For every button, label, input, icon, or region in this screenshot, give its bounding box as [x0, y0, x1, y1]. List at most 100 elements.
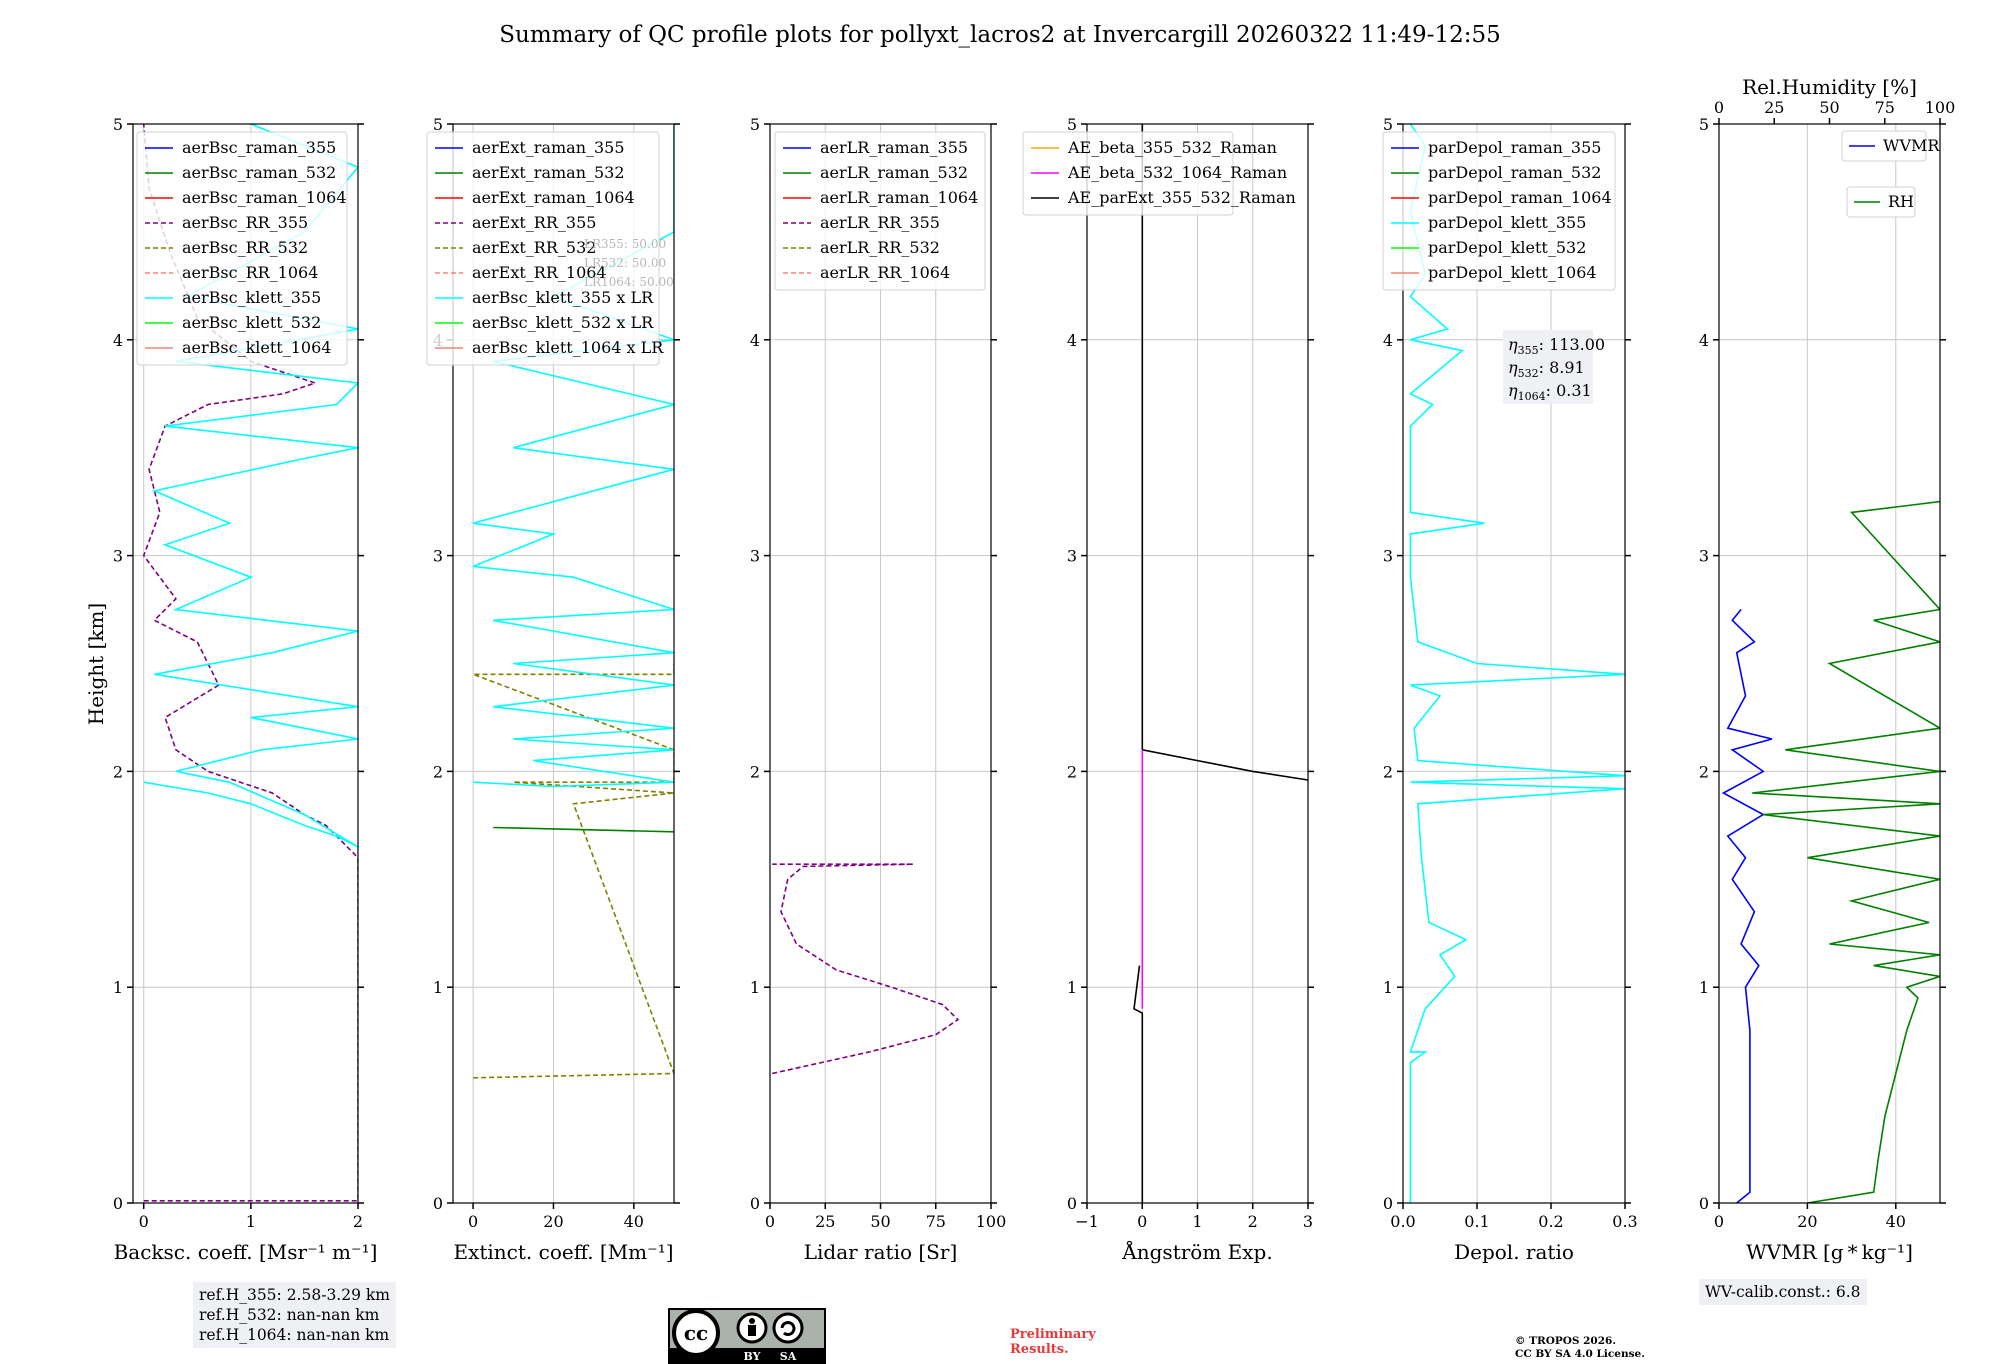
y-tick-label: 1	[750, 978, 760, 997]
svg-text:cc: cc	[684, 1321, 708, 1345]
x-tick-label: 0.2	[1538, 1212, 1563, 1231]
legend-label: aerBsc_klett_1064	[182, 338, 331, 357]
panel-lidar-ratio: 0 25 50 75 100 0 1 2 3 4 5 Lidar ratio [Sr] aerLR_ra…	[750, 115, 1006, 1264]
x-tick-label: 1	[1192, 1212, 1202, 1231]
y-tick-label: 3	[113, 547, 123, 566]
eta-row: η532: 8.91	[1508, 358, 1585, 380]
legend-label: AE_beta_355_532_Raman	[1067, 138, 1277, 157]
x-axis-label: Depol. ratio	[1454, 1240, 1574, 1264]
legend-box	[774, 131, 986, 291]
legend-box	[1382, 131, 1616, 291]
preliminary-note: Preliminary Results.	[1010, 1327, 1096, 1357]
legend-label: aerLR_raman_1064	[820, 188, 978, 207]
x-tick-label: 20	[1797, 1212, 1817, 1231]
x-tick-label: 20	[543, 1212, 563, 1231]
x-tick-label: 2	[1248, 1212, 1258, 1231]
ref-heights-box: ref.H_355: 2.58-3.29 km ref.H_532: nan-n…	[193, 1282, 396, 1348]
series-aerLR_RR_355	[772, 863, 960, 1075]
legend-label: aerExt_raman_355	[472, 138, 625, 157]
legend-label: parDepol_raman_1064	[1428, 188, 1612, 207]
y-tick-label: 2	[433, 762, 443, 781]
series-group	[1408, 124, 1625, 1203]
share-alike-icon	[772, 1312, 804, 1344]
y-tick-label: 3	[1383, 547, 1393, 566]
legend: aerLR_raman_355 aerLR_raman_532 aerLR_rama…	[774, 131, 986, 291]
legend-label: aerExt_RR_355	[472, 213, 596, 232]
y-tick-label: 1	[113, 978, 123, 997]
legend-rh: RH	[1846, 186, 1916, 218]
legend-label: parDepol_raman_532	[1428, 163, 1601, 182]
legend-label: aerBsc_klett_355	[182, 288, 321, 307]
x-tick-label: 0	[468, 1212, 478, 1231]
panel-extinction: 02040012345Extinct. coeff. [Mm⁻¹]aerExt_…	[426, 115, 680, 1264]
cc-icon	[672, 1309, 720, 1357]
legend-label: parDepol_klett_355	[1428, 213, 1586, 232]
top-x-tick-label: 100	[1925, 98, 1956, 117]
y-tick-label: 2	[113, 762, 123, 781]
ref-height-1064: ref.H_1064: nan-nan km	[199, 1326, 390, 1344]
x-tick-label: 50	[870, 1212, 890, 1231]
x-tick-label: 0.3	[1612, 1212, 1637, 1231]
legend-label: AE_beta_532_1064_Raman	[1067, 163, 1287, 182]
series-AE_parExt_355_532_Raman	[1142, 749, 1308, 781]
x-tick-label: 25	[815, 1212, 835, 1231]
x-tick-label: 0	[765, 1212, 775, 1231]
x-axis-label: Backsc. coeff. [Msr⁻¹ m⁻¹]	[114, 1240, 378, 1264]
panel-wvmr: 0 20 40 0 1 2 3 4 5 WVMR [g * kg⁻¹] 0 25 50 75 100 Rel.…	[1699, 75, 1955, 1264]
legend-label: aerBsc_raman_355	[182, 138, 336, 157]
legend: aerExt_raman_355 aerExt_raman_532 aerExt_r…	[426, 131, 664, 366]
legend-label: RH	[1888, 192, 1914, 211]
y-tick-label: 2	[1383, 762, 1393, 781]
legend-label: aerExt_raman_1064	[472, 188, 635, 207]
eta-row: η1064: 0.31	[1508, 381, 1592, 403]
legend-box	[136, 131, 348, 366]
series-AE_parExt_355_532_Raman	[1133, 965, 1144, 1203]
series-WVMR	[1721, 608, 1773, 1203]
y-tick-label: 2	[750, 762, 760, 781]
y-tick-label: 0	[113, 1194, 123, 1213]
y-tick-label: 4	[113, 331, 123, 350]
y-tick-label: 1	[1383, 978, 1393, 997]
legend-box	[426, 131, 660, 366]
y-tick-label: 0	[1699, 1194, 1709, 1213]
y-tick-label: 5	[113, 115, 123, 134]
legend-label: aerLR_RR_532	[820, 238, 940, 257]
y-tick-label: 2	[1067, 762, 1077, 781]
cc-by-sa-badge: cc BY SA	[668, 1308, 826, 1364]
lr-note: LR532: 50.00	[584, 256, 666, 270]
series-aerExt_raman_532	[493, 826, 674, 833]
series-group	[1133, 124, 1308, 1203]
legend-label: aerLR_raman_532	[820, 163, 968, 182]
plot-frame	[769, 123, 992, 1204]
y-tick-label: 5	[433, 115, 443, 134]
legend-label: aerBsc_klett_532	[182, 313, 321, 332]
legend-label: aerBsc_RR_1064	[182, 263, 318, 282]
y-tick-label: 5	[1067, 115, 1077, 134]
legend-label: AE_parExt_355_532_Raman	[1067, 188, 1296, 207]
top-axis-label: Rel.Humidity [%]	[1742, 75, 1917, 99]
legend-label: aerBsc_RR_355	[182, 213, 308, 232]
y-tick-label: 3	[1699, 547, 1709, 566]
ref-height-355: ref.H_355: 2.58-3.29 km	[199, 1286, 390, 1304]
legend: AE_beta_355_532_Raman AE_beta_532_1064_Ra…	[1022, 131, 1296, 216]
legend-label: aerLR_RR_355	[820, 213, 940, 232]
legend-label: aerLR_raman_355	[820, 138, 968, 157]
eta-box-bg	[1503, 330, 1593, 404]
top-x-tick-label: 75	[1875, 98, 1895, 117]
legend-label: aerBsc_klett_1064 x LR	[472, 338, 664, 357]
legend-label: aerBsc_klett_355 x LR	[472, 288, 654, 307]
svg-text:SA: SA	[780, 1350, 797, 1363]
x-axis-label: Ångström Exp.	[1121, 1239, 1272, 1264]
y-tick-label: 0	[1067, 1194, 1077, 1213]
top-x-tick-label: 0	[1714, 98, 1724, 117]
legend-label: parDepol_raman_355	[1428, 138, 1601, 157]
plot-frame	[132, 123, 359, 1204]
y-tick-label: 5	[1383, 115, 1393, 134]
legend-box	[1846, 186, 1916, 218]
y-tick-label: 4	[1383, 331, 1393, 350]
y-tick-label: 4	[750, 331, 760, 350]
legend: parDepol_raman_355 parDepol_raman_532 parD…	[1382, 131, 1616, 291]
